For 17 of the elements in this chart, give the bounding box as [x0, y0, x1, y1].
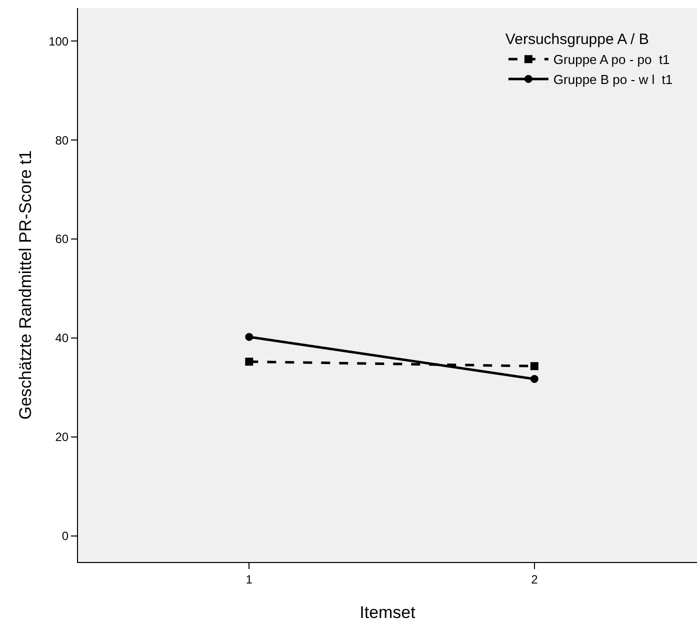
legend-label: Gruppe B po - w l t1 [553, 72, 673, 88]
point [530, 374, 538, 383]
y-tick-label: 60 [55, 232, 69, 246]
x-axis-title: Itemset [360, 602, 416, 622]
legend-label: Gruppe A po - po t1 [553, 52, 670, 68]
y-axis-title: Geschätzte Randmittel PR-Score t1 [16, 150, 36, 420]
x-tick-label: 1 [246, 572, 253, 586]
point [530, 362, 538, 370]
y-tick-label: 0 [62, 528, 69, 543]
x-tick-label: 2 [531, 572, 538, 586]
y-tick-label: 100 [48, 34, 69, 48]
legend-title: Versuchsgruppe A / B [505, 31, 649, 48]
point [245, 358, 254, 366]
point [245, 332, 254, 341]
y-tick-label: 20 [55, 430, 69, 444]
y-tick-label: 40 [55, 331, 69, 346]
y-tick-label: 80 [55, 133, 69, 148]
